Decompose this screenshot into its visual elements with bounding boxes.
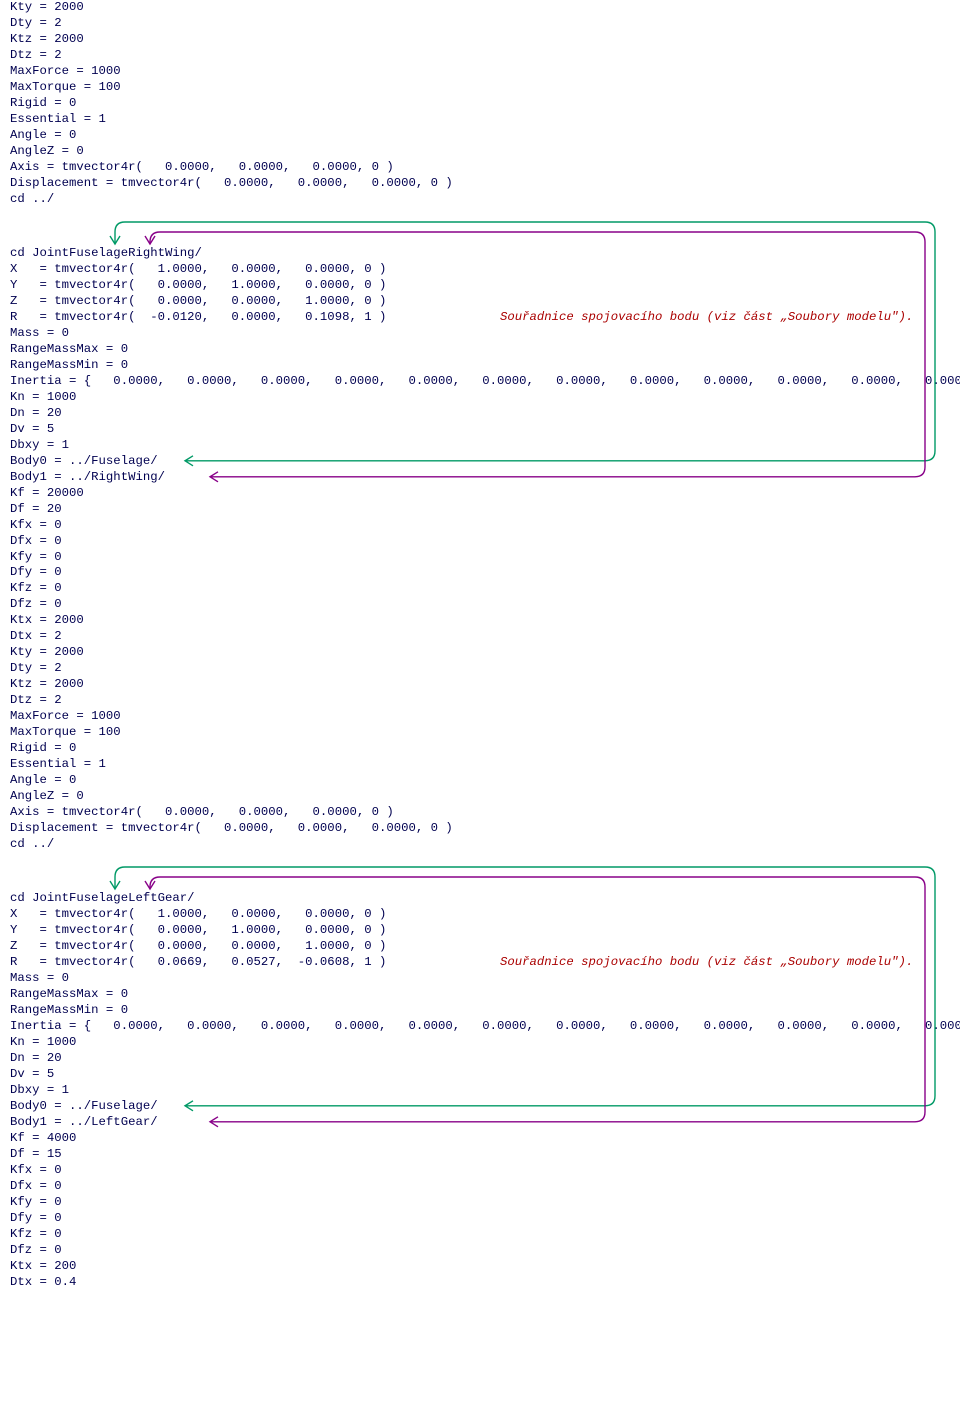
code-line: Y = tmvector4r( 0.0000, 1.0000, 0.0000, … xyxy=(10,278,386,292)
code-line: Inertia = { 0.0000, 0.0000, 0.0000, 0.00… xyxy=(10,374,960,388)
code-line: Body1 = ../LeftGear/ xyxy=(10,1115,158,1129)
code-line: Kf = 20000 xyxy=(10,486,84,500)
code-line: Dv = 5 xyxy=(10,1067,54,1081)
code-line: Dfx = 0 xyxy=(10,1179,62,1193)
code-line: Y = tmvector4r( 0.0000, 1.0000, 0.0000, … xyxy=(10,923,386,937)
code-line: cd ../ xyxy=(10,837,54,851)
annotation-2: Souřadnice spojovacího bodu (viz část „S… xyxy=(500,955,913,971)
code-line: Dfy = 0 xyxy=(10,565,62,579)
code-line: Displacement = tmvector4r( 0.0000, 0.000… xyxy=(10,821,453,835)
code-line: Rigid = 0 xyxy=(10,96,76,110)
code-line: RangeMassMax = 0 xyxy=(10,342,128,356)
code-line: Mass = 0 xyxy=(10,326,69,340)
annotation-1: Souřadnice spojovacího bodu (viz část „S… xyxy=(500,310,913,326)
code-line: Dty = 2 xyxy=(10,661,62,675)
code-line: Dfy = 0 xyxy=(10,1211,62,1225)
code-line: Kty = 2000 xyxy=(10,0,84,14)
code-line: Dtx = 0.4 xyxy=(10,1275,76,1289)
code-line: Dbxy = 1 xyxy=(10,1083,69,1097)
code-line: X = tmvector4r( 1.0000, 0.0000, 0.0000, … xyxy=(10,262,386,276)
code-line: Body0 = ../Fuselage/ xyxy=(10,454,158,468)
code-line: Kty = 2000 xyxy=(10,645,84,659)
code-block-2: cd JointFuselageLeftGear/ X = tmvector4r… xyxy=(0,891,960,1291)
code-line: Dn = 20 xyxy=(10,1051,62,1065)
code-line: Kfx = 0 xyxy=(10,1163,62,1177)
code-line: Dbxy = 1 xyxy=(10,438,69,452)
code-line: Kn = 1000 xyxy=(10,390,76,404)
code-line: AngleZ = 0 xyxy=(10,789,84,803)
code-line: Dtx = 2 xyxy=(10,629,62,643)
code-line: Kfz = 0 xyxy=(10,1227,62,1241)
code-line: Df = 20 xyxy=(10,502,62,516)
code-line: MaxForce = 1000 xyxy=(10,64,121,78)
code-line: MaxForce = 1000 xyxy=(10,709,121,723)
code-line: Df = 15 xyxy=(10,1147,62,1161)
code-line: Kfy = 0 xyxy=(10,550,62,564)
code-line: RangeMassMin = 0 xyxy=(10,358,128,372)
code-line: Body0 = ../Fuselage/ xyxy=(10,1099,158,1113)
code-line: Kf = 4000 xyxy=(10,1131,76,1145)
code-line: Angle = 0 xyxy=(10,773,76,787)
code-line: Ktx = 2000 xyxy=(10,613,84,627)
code-line: Mass = 0 xyxy=(10,971,69,985)
code-line: cd JointFuselageRightWing/ xyxy=(10,246,202,260)
code-line: Kfx = 0 xyxy=(10,518,62,532)
code-line: Inertia = { 0.0000, 0.0000, 0.0000, 0.00… xyxy=(10,1019,960,1033)
code-line: Angle = 0 xyxy=(10,128,76,142)
code-line: Dfx = 0 xyxy=(10,534,62,548)
code-line: cd ../ xyxy=(10,192,54,206)
code-line: Dty = 2 xyxy=(10,16,62,30)
code-line: Ktx = 200 xyxy=(10,1259,76,1273)
code-block-1: cd JointFuselageRightWing/ X = tmvector4… xyxy=(0,246,960,853)
code-line: Ktz = 2000 xyxy=(10,677,84,691)
code-line: Displacement = tmvector4r( 0.0000, 0.000… xyxy=(10,176,453,190)
code-line: Body1 = ../RightWing/ xyxy=(10,470,165,484)
code-line: R = tmvector4r( -0.0120, 0.0000, 0.1098,… xyxy=(10,310,386,324)
code-line: Dfz = 0 xyxy=(10,597,62,611)
code-line: Dn = 20 xyxy=(10,406,62,420)
code-line: AngleZ = 0 xyxy=(10,144,84,158)
code-line: Z = tmvector4r( 0.0000, 0.0000, 1.0000, … xyxy=(10,294,386,308)
code-line: Axis = tmvector4r( 0.0000, 0.0000, 0.000… xyxy=(10,160,394,174)
code-line: Essential = 1 xyxy=(10,757,106,771)
code-line: X = tmvector4r( 1.0000, 0.0000, 0.0000, … xyxy=(10,907,386,921)
code-line: Ktz = 2000 xyxy=(10,32,84,46)
code-line: Rigid = 0 xyxy=(10,741,76,755)
code-line: Essential = 1 xyxy=(10,112,106,126)
code-line: MaxTorque = 100 xyxy=(10,725,121,739)
code-line: MaxTorque = 100 xyxy=(10,80,121,94)
code-line: Kfz = 0 xyxy=(10,581,62,595)
code-block-0: Kty = 2000 Dty = 2 Ktz = 2000 Dtz = 2 Ma… xyxy=(0,0,960,208)
code-line: RangeMassMin = 0 xyxy=(10,1003,128,1017)
code-line: Dtz = 2 xyxy=(10,693,62,707)
code-line: cd JointFuselageLeftGear/ xyxy=(10,891,194,905)
code-line: Axis = tmvector4r( 0.0000, 0.0000, 0.000… xyxy=(10,805,394,819)
code-line: RangeMassMax = 0 xyxy=(10,987,128,1001)
code-line: Dtz = 2 xyxy=(10,48,62,62)
code-line: R = tmvector4r( 0.0669, 0.0527, -0.0608,… xyxy=(10,955,386,969)
code-line: Z = tmvector4r( 0.0000, 0.0000, 1.0000, … xyxy=(10,939,386,953)
code-line: Dfz = 0 xyxy=(10,1243,62,1257)
code-line: Kn = 1000 xyxy=(10,1035,76,1049)
code-line: Dv = 5 xyxy=(10,422,54,436)
code-line: Kfy = 0 xyxy=(10,1195,62,1209)
